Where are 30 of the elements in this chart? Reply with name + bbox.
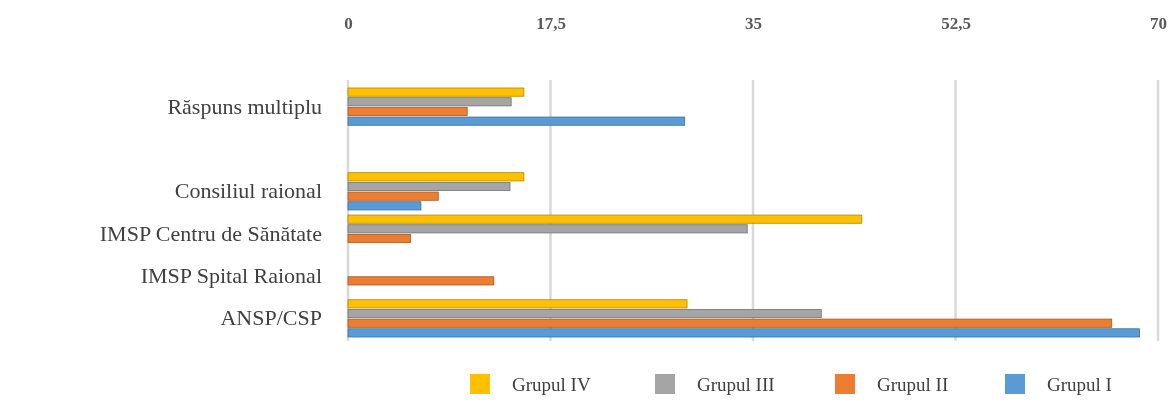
legend-label: Grupul III — [697, 374, 775, 395]
bar — [347, 181, 511, 191]
bar — [347, 201, 422, 211]
x-tick-label: 0 — [344, 14, 353, 33]
y-tick-label: ANSP/CSP — [220, 305, 322, 331]
y-tick-label: Răspuns multiplu — [167, 93, 322, 119]
y-tick-label: IMSP Spital Raional — [140, 263, 322, 289]
bar — [347, 87, 525, 97]
x-tick-label: 35 — [745, 14, 762, 33]
y-tick-label: IMSP Centru de Sănătate — [99, 220, 322, 246]
legend-label: Grupul II — [877, 374, 949, 395]
bar — [347, 318, 1113, 328]
legend-label: Grupul IV — [512, 374, 591, 395]
bar — [347, 191, 439, 201]
bar — [347, 214, 863, 224]
bar — [347, 116, 686, 126]
bar — [347, 276, 495, 286]
x-tick-label: 70 — [1150, 14, 1167, 33]
bar — [347, 106, 468, 116]
bar — [347, 328, 1140, 338]
bar — [347, 172, 525, 182]
bar — [347, 224, 748, 234]
bar — [347, 234, 411, 244]
bar — [347, 309, 822, 319]
x-tick-label: 17,5 — [536, 14, 566, 33]
x-tick-label: 52,5 — [941, 14, 971, 33]
y-tick-label: Consiliul raional — [174, 178, 322, 204]
bar — [347, 299, 688, 309]
bar — [347, 97, 512, 107]
legend-label: Grupul I — [1047, 374, 1112, 395]
